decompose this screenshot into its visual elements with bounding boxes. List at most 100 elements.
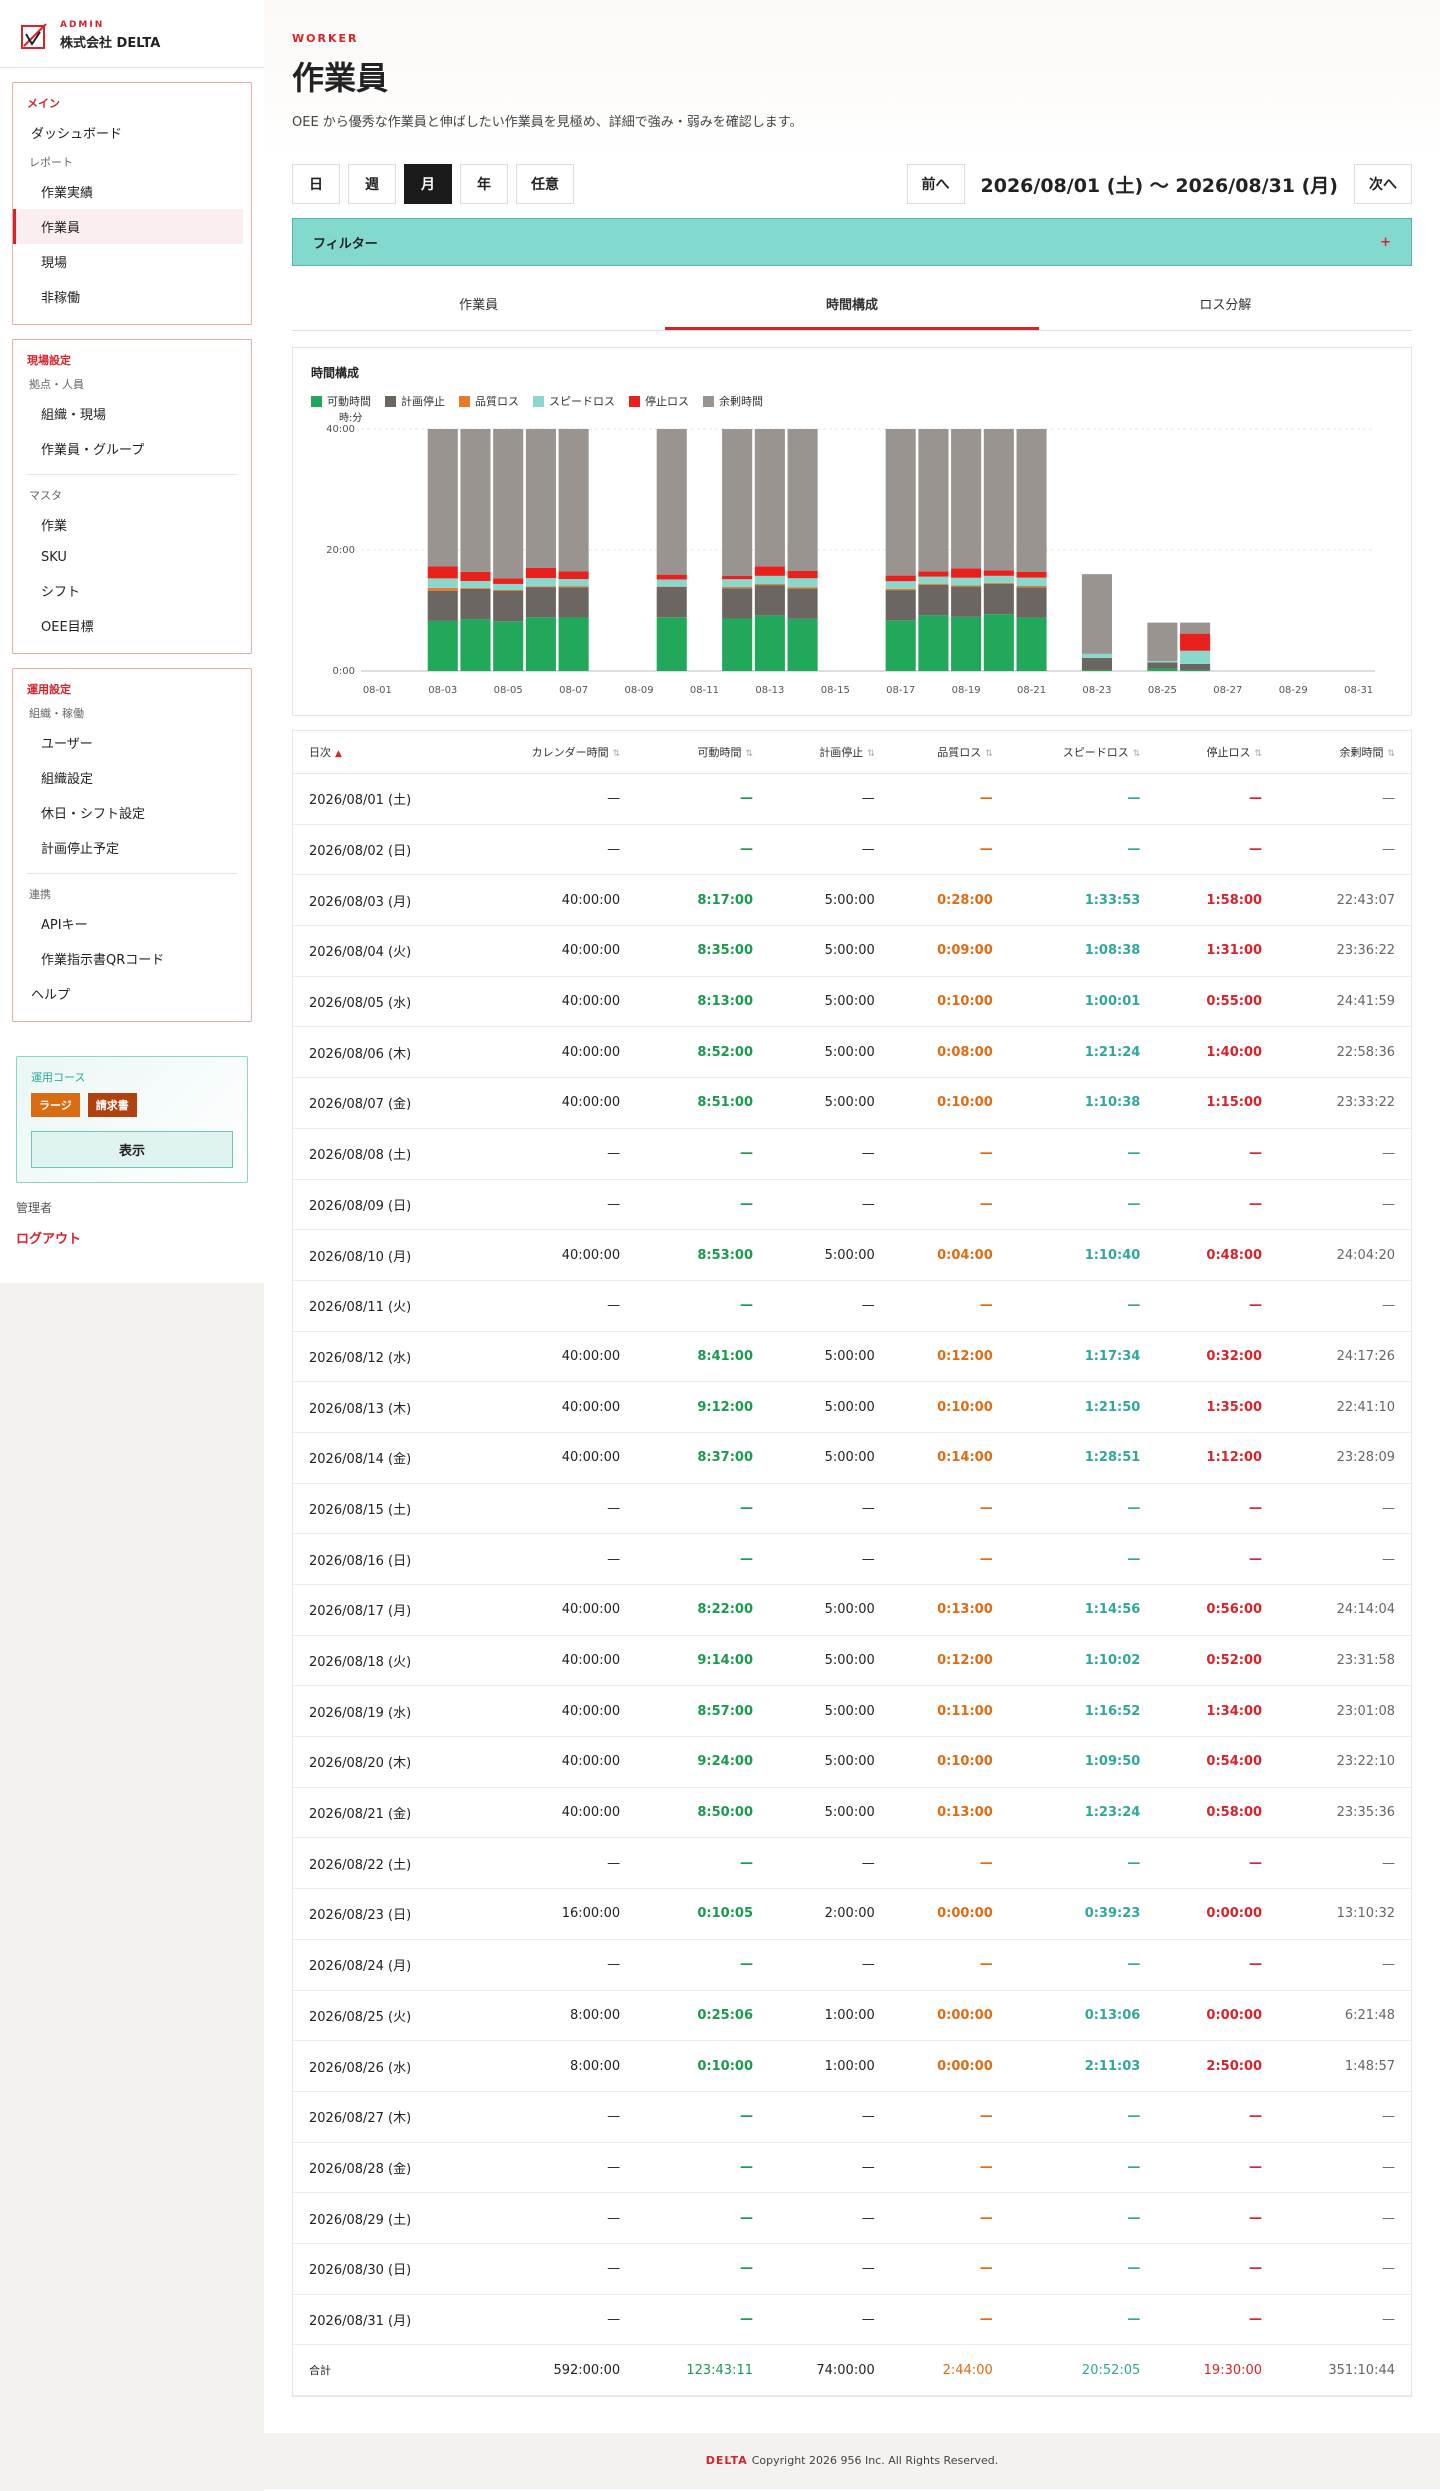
sort-asc-icon[interactable]: ▲ — [335, 749, 342, 759]
total-cell: 123:43:11 — [636, 2344, 770, 2396]
bar-segment — [951, 577, 982, 586]
chart-legend: 可動時間 計画停止 品質ロス スピードロス 停止ロス 余剰時間 — [311, 393, 1393, 409]
column-header[interactable]: 余剰時間 ⇅ — [1278, 731, 1411, 774]
bar-segment — [787, 570, 818, 579]
filter-label: フィルター — [313, 236, 378, 252]
nav-work-results[interactable]: 作業実績 — [41, 186, 94, 201]
legend-item[interactable]: 品質ロス — [459, 393, 519, 409]
column-header[interactable]: 停止ロス ⇅ — [1156, 731, 1279, 774]
period-selector: 日 週 月 年 任意 — [292, 164, 574, 204]
daily-table-card: 日次 ▲ カレンダー時間 ⇅ 可動時間 ⇅ 計画停止 ⇅ 品質ロス ⇅ スピードロス ⇅ 停止ロス ⇅ 余剰… — [292, 730, 1412, 2397]
table-cell: 0:00:00 — [890, 1888, 1009, 1940]
table-cell: 2:00:00 — [769, 1888, 891, 1940]
tab-time-composition[interactable]: 時間構成 — [665, 280, 1039, 330]
legend-item[interactable]: 可動時間 — [311, 393, 371, 409]
period-custom-button[interactable]: 任意 — [516, 164, 574, 204]
nav-tasks[interactable]: 作業 — [41, 519, 68, 534]
nav-org-site[interactable]: 組織・現場 — [41, 408, 107, 423]
legend-item[interactable]: 余剰時間 — [703, 393, 763, 409]
nav-sku[interactable]: SKU — [41, 550, 67, 565]
legend-swatch — [459, 395, 470, 407]
period-week-button[interactable]: 週 — [348, 164, 396, 204]
nav-help[interactable]: ヘルプ — [31, 988, 71, 1003]
bar-segment — [983, 570, 1014, 576]
column-header[interactable]: 日次 ▲ — [293, 731, 474, 774]
bar-segment — [754, 429, 785, 567]
next-button[interactable]: 次へ — [1354, 164, 1412, 204]
table-cell: 1:14:56 — [1008, 1584, 1157, 1636]
period-month-button[interactable]: 月 — [404, 164, 452, 204]
total-cell: 2:44:00 — [890, 2344, 1009, 2396]
table-cell: 22:43:07 — [1278, 874, 1411, 927]
nav-shift[interactable]: シフト — [41, 585, 81, 600]
legend-item[interactable]: スピードロス — [533, 393, 615, 409]
tab-loss-breakdown[interactable]: ロス分解 — [1199, 298, 1252, 313]
x-tick-label: 08-17 — [886, 685, 915, 696]
table-cell: — — [769, 2243, 891, 2295]
legend-item[interactable]: 停止ロス — [629, 393, 689, 409]
nav-dashboard[interactable]: ダッシュボード — [31, 127, 123, 142]
table-cell: — — [636, 1179, 770, 1231]
period-year-button[interactable]: 年 — [460, 164, 508, 204]
table-cell: 23:36:22 — [1278, 925, 1411, 977]
nav-api-keys[interactable]: APIキー — [41, 918, 88, 933]
sort-icon[interactable]: ⇅ — [985, 749, 993, 759]
sort-icon[interactable]: ⇅ — [745, 749, 754, 759]
table-cell: 23:22:10 — [1278, 1736, 1411, 1788]
table-cell: 40:00:00 — [473, 1229, 637, 1281]
plan-show-button[interactable]: 表示 — [31, 1131, 233, 1168]
table-cell: 8:52:00 — [636, 1026, 770, 1079]
table-cell: 0:14:00 — [890, 1432, 1009, 1484]
table-cell: 1:40:00 — [1156, 1026, 1279, 1079]
sort-icon[interactable]: ⇅ — [1254, 749, 1263, 759]
sort-icon[interactable]: ⇅ — [1132, 749, 1141, 759]
period-day-button[interactable]: 日 — [292, 164, 340, 204]
table-cell: — — [1008, 2192, 1157, 2244]
nav-main: メイン ダッシュボード レポート 作業実績 作業員 現場 非稼働 — [12, 82, 252, 325]
tab-workers[interactable]: 作業員 — [459, 298, 499, 313]
table-cell: 24:14:04 — [1278, 1584, 1411, 1636]
table-cell: 40:00:00 — [473, 925, 637, 977]
table-row: 2026/08/07 (金) 40:00:00 8:51:00 5:00:00 0:10… — [293, 1077, 1411, 1129]
sort-icon[interactable]: ⇅ — [867, 749, 875, 759]
bar-segment — [1081, 657, 1113, 670]
column-header-label: 停止ロス — [1206, 746, 1251, 759]
table-cell: 5:00:00 — [769, 976, 891, 1028]
bar-segment — [1147, 668, 1178, 671]
nav-non-operation[interactable]: 非稼働 — [41, 291, 81, 306]
table-cell: — — [890, 1939, 1009, 1991]
nav-holiday-shift[interactable]: 休日・シフト設定 — [41, 807, 146, 822]
sort-icon[interactable]: ⇅ — [612, 749, 621, 759]
nav-workers[interactable]: 作業員 — [13, 209, 243, 244]
legend-item[interactable]: 計画停止 — [385, 393, 445, 409]
sort-icon[interactable]: ⇅ — [1387, 749, 1395, 759]
column-header[interactable]: カレンダー時間 ⇅ — [473, 731, 637, 774]
nav-sites[interactable]: 現場 — [41, 256, 68, 271]
bar-segment — [558, 587, 589, 618]
table-cell: 40:00:00 — [473, 976, 637, 1028]
nav-users[interactable]: ユーザー — [41, 737, 93, 752]
nav-qr-code[interactable]: 作業指示書QRコード — [41, 953, 165, 968]
table-cell: 2026/08/05 (水) — [293, 976, 474, 1028]
table-cell: — — [890, 2294, 1009, 2346]
filter-toggle[interactable]: フィルター + — [292, 218, 1412, 266]
nav-worker-group[interactable]: 作業員・グループ — [41, 443, 145, 458]
column-header[interactable]: 計画停止 ⇅ — [769, 731, 891, 774]
column-header[interactable]: スピードロス ⇅ — [1008, 731, 1157, 774]
footer-brand: DELTA — [705, 2454, 748, 2467]
logout-link[interactable]: ログアウト — [16, 1232, 82, 1247]
prev-button[interactable]: 前へ — [906, 164, 965, 204]
bar-segment — [460, 581, 491, 588]
column-header[interactable]: 可動時間 ⇅ — [636, 731, 770, 774]
nav-org-settings[interactable]: 組織設定 — [41, 772, 94, 787]
date-range-nav: 前へ 2026/08/01 (土) 〜 2026/08/31 (月) 次へ — [906, 164, 1412, 204]
table-cell: 23:31:58 — [1278, 1635, 1411, 1687]
table-cell: 8:17:00 — [636, 874, 770, 927]
bar-segment — [754, 585, 785, 616]
table-cell: — — [1278, 2294, 1411, 2346]
brand[interactable]: ADMIN 株式会社 DELTA — [0, 0, 264, 68]
column-header[interactable]: 品質ロス ⇅ — [890, 731, 1009, 774]
nav-planned-stop[interactable]: 計画停止予定 — [41, 842, 120, 857]
table-cell: 0:54:00 — [1156, 1736, 1279, 1788]
nav-oee-target[interactable]: OEE目標 — [41, 620, 94, 635]
